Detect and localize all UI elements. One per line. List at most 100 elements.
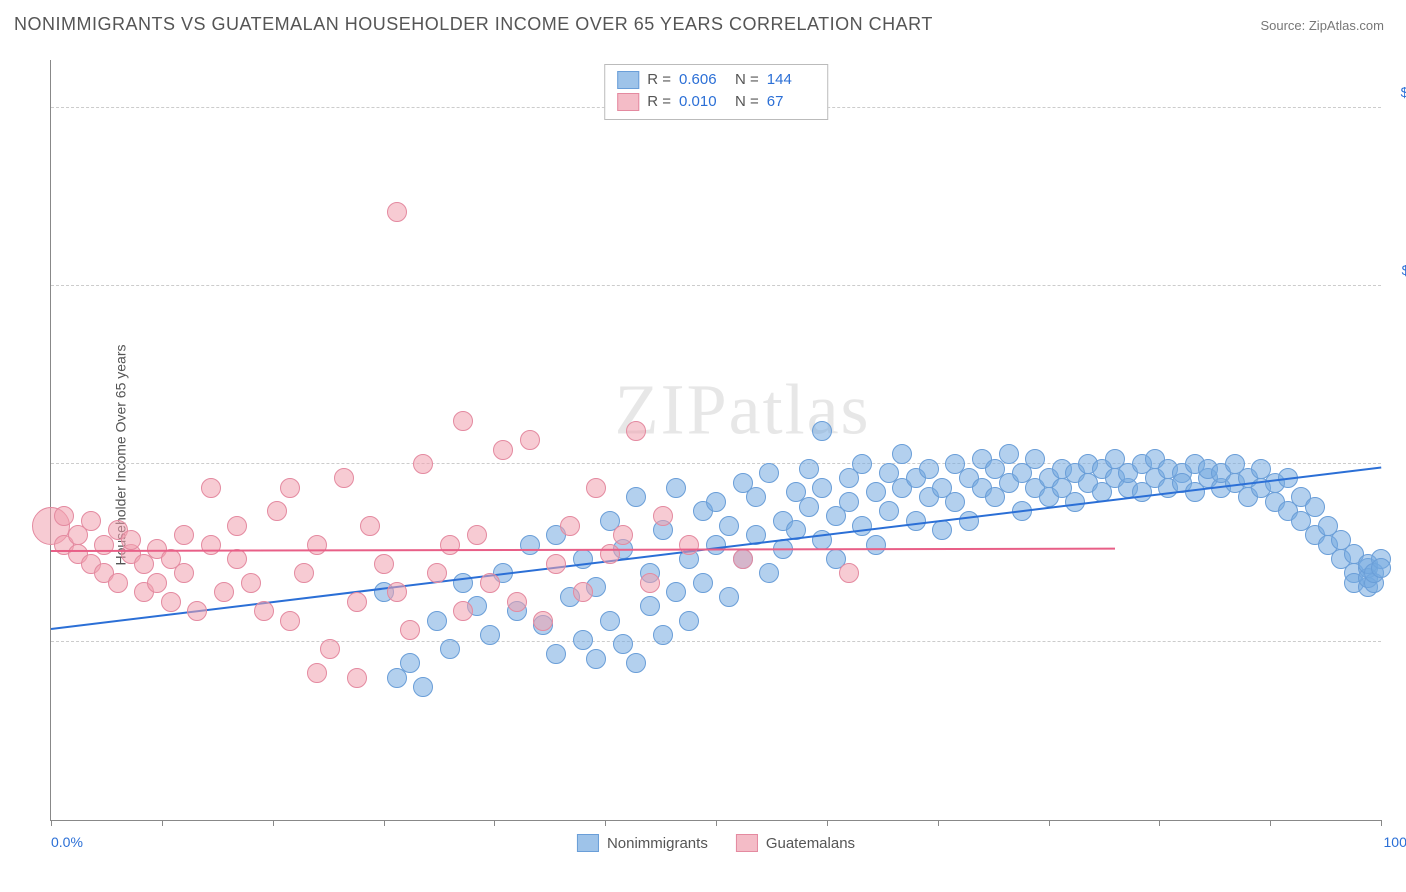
scatter-point [640,596,660,616]
scatter-point [147,573,167,593]
legend-swatch-blue [617,71,639,89]
plot-area: ZIPatlas R = 0.606 N = 144 R = 0.010 N =… [50,60,1381,821]
x-tick [827,820,828,826]
scatter-point [626,653,646,673]
scatter-point [81,511,101,531]
scatter-point [812,421,832,441]
scatter-point [666,582,686,602]
x-tick [605,820,606,826]
legend-r-value: 0.010 [679,91,727,113]
legend-r-value: 0.606 [679,69,727,91]
scatter-point [520,430,540,450]
scatter-point [852,454,872,474]
scatter-point [187,601,207,621]
scatter-point [812,478,832,498]
scatter-point [839,492,859,512]
x-tick [1270,820,1271,826]
legend-n-label: N = [735,69,759,91]
scatter-point [892,444,912,464]
gridline [51,641,1381,642]
scatter-point [1025,449,1045,469]
scatter-point [267,501,287,521]
x-tick [1159,820,1160,826]
scatter-point [387,582,407,602]
scatter-point [227,549,247,569]
scatter-point [54,506,74,526]
scatter-point [746,487,766,507]
scatter-point [374,554,394,574]
scatter-point [121,530,141,550]
scatter-point [679,611,699,631]
scatter-point [108,573,128,593]
scatter-point [174,525,194,545]
x-tick [1049,820,1050,826]
scatter-point [507,592,527,612]
scatter-point [866,535,886,555]
scatter-point [294,563,314,583]
x-tick [1381,820,1382,826]
scatter-point [573,582,593,602]
scatter-point [413,454,433,474]
scatter-point [799,497,819,517]
scatter-point [799,459,819,479]
scatter-point [480,625,500,645]
scatter-point [546,644,566,664]
legend-stats-row: R = 0.010 N = 67 [617,91,815,113]
scatter-point [719,587,739,607]
scatter-point [586,649,606,669]
scatter-point [480,573,500,593]
scatter-point [493,440,513,460]
source-prefix: Source: [1260,18,1308,33]
scatter-point [533,611,553,631]
scatter-point [254,601,274,621]
scatter-point [626,421,646,441]
legend-series: Nonimmigrants Guatemalans [577,834,855,852]
scatter-point [520,535,540,555]
scatter-point [693,573,713,593]
x-tick [384,820,385,826]
scatter-point [945,492,965,512]
source-link[interactable]: ZipAtlas.com [1309,18,1384,33]
scatter-point [600,611,620,631]
legend-swatch-pink [736,834,758,852]
x-tick [494,820,495,826]
scatter-point [307,535,327,555]
source-attribution: Source: ZipAtlas.com [1260,18,1384,33]
scatter-point [706,535,726,555]
chart-container: Householder Income Over 65 years ZIPatla… [0,50,1406,860]
x-axis-max-label: 100.0% [1384,834,1406,850]
scatter-point [626,487,646,507]
x-tick [716,820,717,826]
scatter-point [759,563,779,583]
legend-swatch-blue [577,834,599,852]
scatter-point [413,677,433,697]
scatter-point [586,478,606,498]
scatter-point [174,563,194,583]
scatter-point [879,501,899,521]
legend-label: Guatemalans [766,835,855,852]
legend-item: Guatemalans [736,834,855,852]
scatter-point [320,639,340,659]
scatter-point [706,492,726,512]
scatter-point [1371,558,1391,578]
legend-n-value: 67 [767,91,815,113]
legend-item: Nonimmigrants [577,834,708,852]
scatter-point [653,625,673,645]
scatter-point [440,639,460,659]
scatter-point [600,544,620,564]
scatter-point [919,459,939,479]
scatter-point [1305,497,1325,517]
scatter-point [161,592,181,612]
scatter-point [440,535,460,555]
scatter-point [640,573,660,593]
scatter-point [467,525,487,545]
scatter-point [427,611,447,631]
scatter-point [573,630,593,650]
scatter-point [759,463,779,483]
scatter-point [733,549,753,569]
scatter-point [280,478,300,498]
scatter-point [453,573,473,593]
scatter-point [560,516,580,536]
scatter-point [546,554,566,574]
scatter-point [679,535,699,555]
